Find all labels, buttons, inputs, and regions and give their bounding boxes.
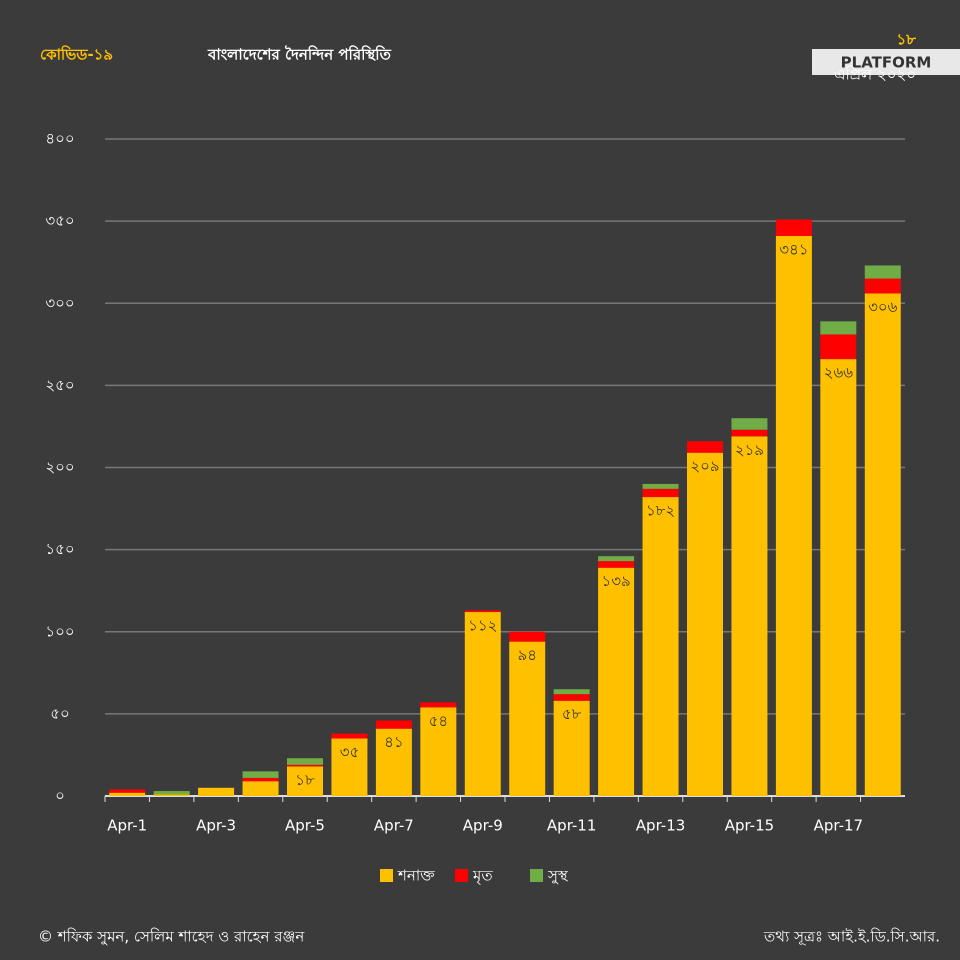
value-label: ২১৯ xyxy=(735,441,764,459)
y-tick-label: ২৫০ xyxy=(45,376,74,394)
bar-segment xyxy=(464,612,501,796)
legend-label: সুস্থ xyxy=(547,867,569,885)
bar-segment xyxy=(864,265,901,279)
value-label: ৯৪ xyxy=(517,646,536,664)
bar-segment xyxy=(820,334,857,360)
value-label: ৪১ xyxy=(384,733,403,751)
bar-segment xyxy=(153,791,190,795)
x-tick-label: Apr-11 xyxy=(547,817,597,835)
bar-segment xyxy=(864,293,901,796)
value-label: ৩৫ xyxy=(340,743,360,761)
bar-segment xyxy=(687,441,723,453)
bar-segment xyxy=(820,359,857,796)
bar-segment xyxy=(375,728,412,796)
subtitle: এপ্রিল ২০২০ xyxy=(834,66,916,84)
bar-segment xyxy=(420,702,457,708)
y-tick-label: ০ xyxy=(55,787,65,805)
bar-segment xyxy=(464,610,501,613)
bar-segment xyxy=(375,720,412,729)
bar-segment xyxy=(642,488,679,498)
bar-segment xyxy=(287,766,323,796)
y-tick-label: ১৫০ xyxy=(45,540,74,558)
legend-swatch xyxy=(530,869,543,882)
bar-segment xyxy=(509,631,546,642)
x-tick-label: Apr-7 xyxy=(374,817,414,835)
x-tick-label: Apr-1 xyxy=(107,817,147,835)
bar-segment xyxy=(242,777,279,782)
x-tick-label: Apr-9 xyxy=(463,817,503,835)
value-label: ৫৪ xyxy=(429,712,448,730)
credit: © শফিক সুমন, সেলিম শাহেদ ও রাহেন রঞ্জন xyxy=(38,928,305,946)
y-tick-label: ৪০০ xyxy=(45,130,74,148)
x-tick-label: Apr-15 xyxy=(725,817,775,835)
bar-segment xyxy=(287,758,323,765)
bar-segment xyxy=(731,429,768,437)
bar-segment xyxy=(598,556,635,562)
bar-segment xyxy=(109,792,146,796)
bar-segment xyxy=(420,707,457,796)
chart-title: বাংলাদেশের দৈনন্দিন পরিস্থিতি xyxy=(207,45,392,64)
y-tick-label: ২০০ xyxy=(45,458,74,476)
y-tick-label: ৫০ xyxy=(50,704,70,722)
logo-box xyxy=(812,49,960,75)
value-label: ৩০৬ xyxy=(868,298,898,316)
bar-segment xyxy=(731,418,768,430)
value-label: ৫৮ xyxy=(562,705,582,723)
bar-segment xyxy=(775,235,812,797)
bar-segment xyxy=(509,641,546,796)
legend-label: শনাক্ত xyxy=(397,867,435,885)
bar-segment xyxy=(198,787,235,796)
bar-segment xyxy=(775,219,812,236)
x-tick-label: Apr-3 xyxy=(196,817,236,835)
x-tick-label: Apr-17 xyxy=(814,817,864,835)
bar-segment xyxy=(331,733,368,739)
bar-segment xyxy=(553,700,590,796)
x-tick-label: Apr-13 xyxy=(636,817,686,835)
bar-segment xyxy=(820,321,857,335)
y-tick-label: ৩০০ xyxy=(45,294,74,312)
bar-segment xyxy=(242,781,279,796)
bar-segment xyxy=(731,436,768,796)
bar-segment xyxy=(687,452,723,796)
source: তথ্য সূত্রঃ আই.ই.ডি.সি.আর. xyxy=(763,928,940,947)
bar-segment xyxy=(331,738,368,796)
bar-segment xyxy=(598,567,635,796)
legend-swatch xyxy=(380,869,393,882)
x-tick-label: Apr-5 xyxy=(285,817,325,835)
bar-segment xyxy=(287,764,323,767)
legend-label: মৃত xyxy=(472,867,493,886)
value-label: ২৬৬ xyxy=(824,364,854,382)
value-label: ১৮ xyxy=(295,771,315,789)
value-label: ১৩৯ xyxy=(601,572,630,590)
bar-segment xyxy=(864,278,901,294)
bar-segment xyxy=(109,789,146,793)
y-tick-label: ১০০ xyxy=(45,622,74,640)
value-label: ২০৯ xyxy=(690,457,719,475)
bar-segment xyxy=(553,694,590,701)
bar-segment xyxy=(553,689,590,695)
bar-segment xyxy=(642,483,679,489)
bar-segment xyxy=(642,497,679,796)
title-highlight: কোভিড-১৯ xyxy=(40,45,113,64)
bar-segment xyxy=(598,561,635,568)
value-label: ১১২ xyxy=(468,617,497,635)
y-tick-label: ৩৫০ xyxy=(45,212,74,230)
logo-number: ১৮ xyxy=(897,31,917,49)
value-label: ৩৪১ xyxy=(779,240,808,258)
bar-segment xyxy=(153,794,190,796)
bar-segment xyxy=(242,771,279,778)
logo-text: PLATFORM xyxy=(841,54,932,72)
value-label: ১৮২ xyxy=(646,502,675,520)
legend-swatch xyxy=(455,869,468,882)
